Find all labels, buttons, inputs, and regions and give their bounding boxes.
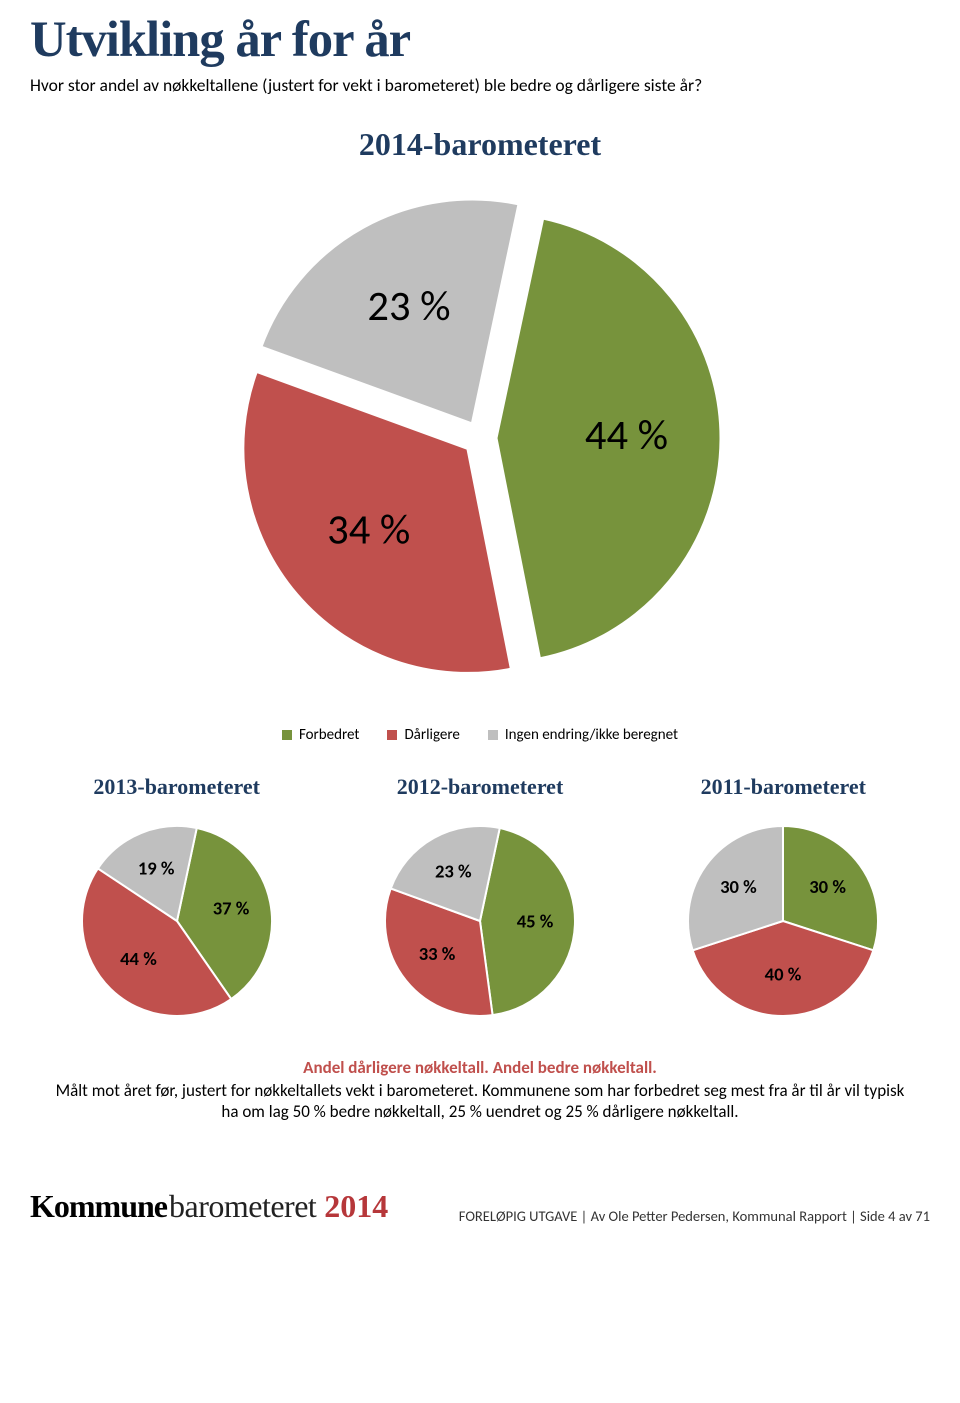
svg-text:19 %: 19 % <box>138 858 175 881</box>
legend-item-ingen: Ingen endring/ikke beregnet <box>488 726 678 744</box>
legend: Forbedret Dårligere Ingen endring/ikke b… <box>30 726 930 744</box>
brand-year: 2014 <box>324 1188 388 1225</box>
svg-text:37 %: 37 % <box>212 898 249 921</box>
page-title: Utvikling år for år <box>30 10 930 68</box>
legend-label: Forbedret <box>299 726 360 744</box>
svg-text:23 %: 23 % <box>435 860 472 883</box>
svg-text:40 %: 40 % <box>765 964 802 987</box>
brand-light: barometeret <box>169 1188 316 1225</box>
brand-logo: Kommune barometeret 2014 <box>30 1188 388 1225</box>
small-chart-title: 2013-barometeret <box>30 774 323 800</box>
svg-text:30 %: 30 % <box>810 876 847 899</box>
legend-swatch <box>387 730 397 740</box>
legend-label: Dårligere <box>404 726 459 744</box>
caption-body: Målt mot året før, justert for nøkkeltal… <box>50 1080 910 1122</box>
svg-text:45 %: 45 % <box>517 911 554 934</box>
small-chart-2012: 2012-barometeret 45 % 33 % 23 % <box>333 774 626 1031</box>
svg-text:30 %: 30 % <box>720 876 757 899</box>
page-footer: Kommune barometeret 2014 FORELØPIG UTGAV… <box>30 1188 930 1225</box>
svg-text:44 %: 44 % <box>120 948 157 971</box>
small-chart-title: 2012-barometeret <box>333 774 626 800</box>
legend-label: Ingen endring/ikke beregnet <box>505 726 678 744</box>
small-chart-2013: 2013-barometeret 37 % 44 % 19 % <box>30 774 323 1031</box>
small-chart-2011: 2011-barometeret 30 % 40 % 30 % <box>637 774 930 1031</box>
legend-item-darligere: Dårligere <box>387 726 459 744</box>
svg-text:34 %: 34 % <box>327 503 410 555</box>
main-pie-chart: 44 % 34 % 23 % <box>30 183 930 698</box>
svg-text:23 %: 23 % <box>367 280 450 332</box>
legend-swatch <box>488 730 498 740</box>
page-subtitle: Hvor stor andel av nøkkeltallene (juster… <box>30 74 930 96</box>
small-charts-row: 2013-barometeret 37 % 44 % 19 % 2012-barom… <box>30 774 930 1031</box>
main-chart-title: 2014-barometeret <box>30 126 930 163</box>
footer-meta: FORELØPIG UTGAVE | Av Ole Petter Pederse… <box>459 1207 930 1225</box>
svg-text:44 %: 44 % <box>585 409 668 461</box>
svg-text:33 %: 33 % <box>419 943 456 966</box>
brand-bold: Kommune <box>30 1188 167 1225</box>
small-chart-title: 2011-barometeret <box>637 774 930 800</box>
legend-swatch <box>282 730 292 740</box>
caption-emphasis: Andel dårligere nøkkeltall. Andel bedre … <box>30 1057 930 1078</box>
legend-item-forbedret: Forbedret <box>282 726 360 744</box>
